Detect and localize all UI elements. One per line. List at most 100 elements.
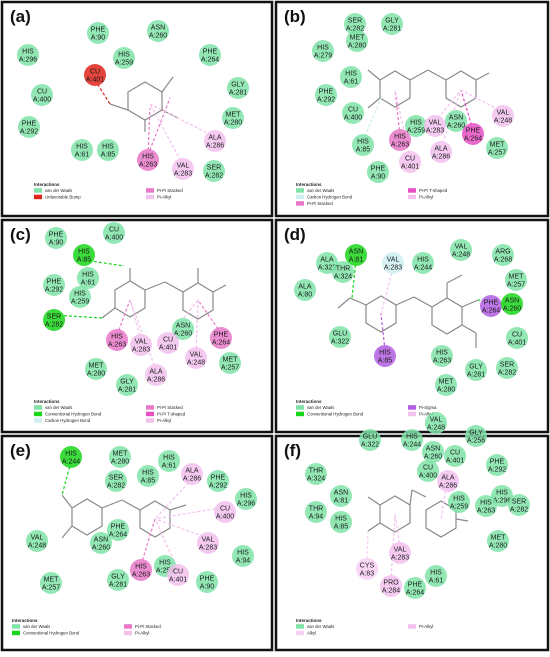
residue-circle [71,139,93,161]
panel-b-frame [274,0,550,218]
residue-circle [69,286,91,308]
legend-swatch [408,405,416,410]
residue-number: A:85 [334,524,349,531]
residue-number: A:81 [349,257,364,264]
panel-e: (e) HISA:244META:280HISA:61SERA:282HISA:8… [10,441,257,636]
residue-number: A:263 [391,142,409,149]
residue-number: A:286 [432,154,450,161]
residue-circle [43,274,65,296]
residue-circle [103,222,125,244]
residue-circle [214,501,236,523]
residue-circle [43,309,65,331]
residue-name: PHE [408,582,423,589]
residue-number: A:263 [108,342,126,349]
residue-circle [380,575,402,597]
pi-alkyl-line [390,513,396,582]
residue-circle [430,141,452,163]
residue-name: MET [226,112,242,119]
legend-item-label: Pi-Pi Stacked [307,201,333,206]
residue-name: HIS [345,71,357,78]
residue-circle [381,13,403,35]
residue-number: A:282 [45,322,63,329]
pi-alkyl-line [149,103,184,166]
residue-circle [84,64,106,86]
residue-number: A:286 [206,143,224,150]
residue-circle [305,501,327,523]
residue-number: A:401 [169,577,187,584]
residue-circle [116,374,138,396]
residue-circle [487,530,509,552]
residue-name: MET [44,577,60,584]
residue-name: ASN [505,298,519,305]
residue-name: PHE [203,49,218,56]
residue-circle [359,429,381,451]
panel-c-frame [0,218,274,434]
residue-number: A:284 [382,588,400,595]
residue-circle [501,293,523,315]
legend-item-label: van der Waals [45,188,72,193]
residue-number: A:400 [419,473,437,480]
residue-name: VAL [497,110,510,117]
residue-circle [480,295,502,317]
residue-circle [105,470,127,492]
legend-item-label: Pi-Pi T-shaped [157,412,186,417]
residue-circle [435,374,457,396]
pi-alkyl-line [154,506,226,520]
residue-circle [431,345,453,367]
residue-node: CUA:400 [342,102,364,124]
residue-number: A:257 [221,365,239,372]
residue-number: A:401 [86,77,104,84]
panel-label: (d) [284,225,306,244]
residue-number: A:260 [447,123,465,130]
residue-circle [40,572,62,594]
residue-circle [219,352,241,374]
residue-circle [45,227,67,249]
panel-label: (e) [10,441,31,460]
residue-name: CU [405,156,415,163]
legend-item-label: Conventional Hydrogen Bond [23,631,80,636]
ligand-f [367,489,469,538]
legend-swatch [146,411,154,417]
residue-circle [232,545,254,567]
residue-name: ALA [149,369,163,376]
residue-name: SER [109,475,123,482]
residue-number: A:400 [216,514,234,521]
residue-number: A:322 [331,339,349,346]
residue-number: A:264 [109,532,127,539]
residue-number: A:248 [427,425,445,432]
residue-circle [60,446,82,468]
pi-alkyl-line [129,299,142,341]
residue-name: THR [336,266,350,273]
residue-circle [492,105,514,127]
legend-item-label: Carbon Hydrogen Bond [307,195,353,200]
legend-item-label: Pi-Alkyl [157,195,171,200]
residue-number: A:259 [450,504,468,511]
residue-circle [312,40,334,62]
residue-number: A:282 [205,173,223,180]
residue-number: A:282 [510,507,528,514]
ligand-d [337,274,479,348]
residue-number: A:296 [237,501,255,508]
residue-number: A:61 [81,280,96,287]
panel-a-frame [0,0,274,218]
residue-circle [445,110,467,132]
residue-circle [207,470,229,492]
legend-swatch [296,630,304,636]
residue-name: THR [309,468,323,475]
residue-number: A:264 [201,57,219,64]
